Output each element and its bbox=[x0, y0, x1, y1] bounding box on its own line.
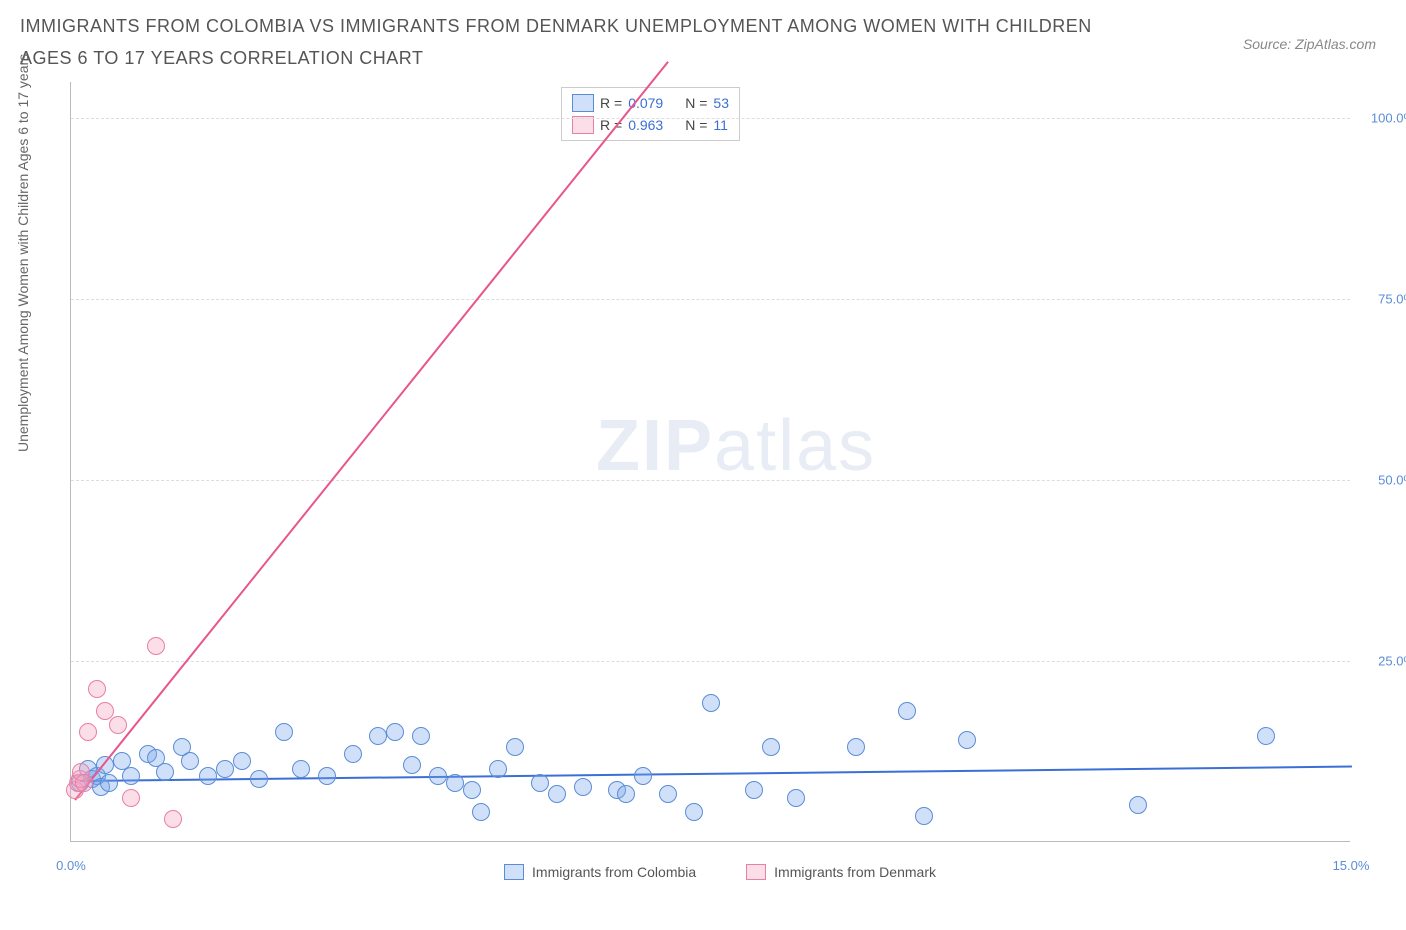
legend-swatch-icon bbox=[504, 864, 524, 880]
y-axis-label: Unemployment Among Women with Children A… bbox=[15, 54, 31, 452]
data-point bbox=[386, 723, 404, 741]
data-point bbox=[403, 756, 421, 774]
data-point bbox=[75, 774, 93, 792]
data-point bbox=[702, 694, 720, 712]
data-point bbox=[958, 731, 976, 749]
data-point bbox=[847, 738, 865, 756]
chart-title: IMMIGRANTS FROM COLOMBIA VS IMMIGRANTS F… bbox=[20, 10, 1120, 75]
stats-legend-row: R = 0.079 N = 53 bbox=[572, 92, 729, 114]
watermark-atlas: atlas bbox=[714, 406, 876, 486]
stats-n-label: N = bbox=[685, 95, 707, 111]
data-point bbox=[463, 781, 481, 799]
series-legend: Immigrants from Colombia Immigrants from… bbox=[60, 864, 1380, 880]
trend-line bbox=[74, 61, 669, 801]
data-point bbox=[446, 774, 464, 792]
data-point bbox=[745, 781, 763, 799]
data-point bbox=[617, 785, 635, 803]
data-point bbox=[122, 767, 140, 785]
stats-n-value: 11 bbox=[713, 117, 728, 133]
data-point bbox=[412, 727, 430, 745]
data-point bbox=[216, 760, 234, 778]
data-point bbox=[100, 774, 118, 792]
y-tick-label: 75.0% bbox=[1355, 292, 1406, 307]
data-point bbox=[318, 767, 336, 785]
data-point bbox=[762, 738, 780, 756]
data-point bbox=[685, 803, 703, 821]
data-point bbox=[96, 702, 114, 720]
data-point bbox=[898, 702, 916, 720]
stats-r-label: R = bbox=[600, 95, 622, 111]
data-point bbox=[156, 763, 174, 781]
y-tick-label: 100.0% bbox=[1355, 111, 1406, 126]
stats-n-value: 53 bbox=[713, 95, 729, 111]
data-point bbox=[429, 767, 447, 785]
data-point bbox=[233, 752, 251, 770]
stats-legend: R = 0.079 N = 53 R = 0.963 N = 11 bbox=[561, 87, 740, 141]
data-point bbox=[1257, 727, 1275, 745]
correlation-chart: Unemployment Among Women with Children A… bbox=[60, 82, 1380, 882]
legend-swatch-icon bbox=[572, 94, 594, 112]
gridline bbox=[71, 661, 1350, 662]
data-point bbox=[506, 738, 524, 756]
data-point bbox=[292, 760, 310, 778]
data-point bbox=[164, 810, 182, 828]
gridline bbox=[71, 118, 1350, 119]
legend-label: Immigrants from Colombia bbox=[532, 864, 696, 880]
stats-r-value: 0.963 bbox=[628, 117, 663, 133]
trend-line bbox=[80, 766, 1351, 782]
data-point bbox=[79, 723, 97, 741]
legend-item: Immigrants from Colombia bbox=[504, 864, 696, 880]
data-point bbox=[344, 745, 362, 763]
data-point bbox=[199, 767, 217, 785]
data-point bbox=[531, 774, 549, 792]
data-point bbox=[275, 723, 293, 741]
data-point bbox=[122, 789, 140, 807]
y-tick-label: 50.0% bbox=[1355, 473, 1406, 488]
data-point bbox=[574, 778, 592, 796]
data-point bbox=[109, 716, 127, 734]
data-point bbox=[634, 767, 652, 785]
data-point bbox=[489, 760, 507, 778]
data-point bbox=[915, 807, 933, 825]
watermark: ZIPatlas bbox=[596, 405, 876, 487]
data-point bbox=[88, 680, 106, 698]
watermark-zip: ZIP bbox=[596, 406, 714, 486]
gridline bbox=[71, 480, 1350, 481]
data-point bbox=[369, 727, 387, 745]
data-point bbox=[250, 770, 268, 788]
source-attribution: Source: ZipAtlas.com bbox=[1243, 36, 1376, 52]
legend-label: Immigrants from Denmark bbox=[774, 864, 936, 880]
legend-item: Immigrants from Denmark bbox=[746, 864, 936, 880]
data-point bbox=[181, 752, 199, 770]
plot-area: ZIPatlas R = 0.079 N = 53 R = 0.963 N = … bbox=[70, 82, 1350, 842]
data-point bbox=[787, 789, 805, 807]
data-point bbox=[147, 637, 165, 655]
y-tick-label: 25.0% bbox=[1355, 654, 1406, 669]
data-point bbox=[548, 785, 566, 803]
stats-n-label: N = bbox=[685, 117, 707, 133]
data-point bbox=[1129, 796, 1147, 814]
gridline bbox=[71, 299, 1350, 300]
data-point bbox=[472, 803, 490, 821]
data-point bbox=[659, 785, 677, 803]
legend-swatch-icon bbox=[746, 864, 766, 880]
